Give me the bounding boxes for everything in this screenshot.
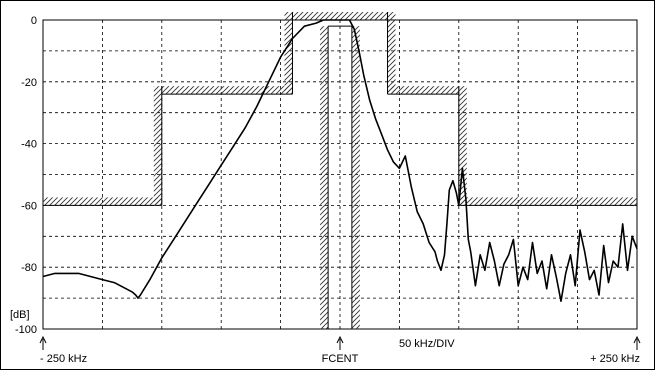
mask-lower-hatch	[351, 26, 360, 330]
limit-mask	[43, 12, 637, 330]
x-label-right: + 250 kHz	[590, 353, 640, 365]
mask-upper-hatch	[458, 197, 637, 206]
mask-upper-hatch	[328, 12, 352, 20]
x-arrow-center-head	[336, 335, 344, 344]
mask-upper-hatch	[43, 197, 162, 206]
y-tick-label: -80	[21, 262, 37, 274]
mask-step-hatch	[153, 86, 162, 206]
x-arrow-right-head	[633, 335, 641, 344]
mask-step-hatch	[458, 86, 467, 206]
mask-upper-hatch	[351, 12, 388, 20]
y-axis-unit-label: [dB]	[10, 309, 30, 321]
mask-upper-hatch	[161, 86, 293, 95]
y-tick-label: -100	[15, 324, 37, 336]
x-label-div: 50 kHz/DIV	[399, 338, 455, 350]
y-tick-label: -40	[21, 139, 37, 151]
x-label-center: FCENT	[322, 353, 359, 365]
mask-upper-hatch	[292, 12, 329, 20]
spectrum-trace	[42, 19, 638, 302]
y-tick-label: -20	[21, 77, 37, 89]
mask-step-hatch	[387, 12, 396, 95]
x-label-left: - 250 kHz	[40, 353, 87, 365]
y-axis-ticks: 0 -20 -40 -60 -80 -100 [dB]	[10, 15, 37, 336]
mask-lower-hatch	[320, 26, 329, 330]
y-tick-label: 0	[31, 15, 37, 27]
y-tick-label: -60	[21, 200, 37, 212]
mask-upper-hatch	[387, 86, 459, 95]
x-axis-labels: - 250 kHz FCENT 50 kHz/DIV + 250 kHz	[39, 335, 641, 365]
x-arrow-left-head	[39, 335, 47, 344]
mask-step-hatch	[284, 12, 293, 95]
spectrum-trace-line	[42, 19, 638, 302]
